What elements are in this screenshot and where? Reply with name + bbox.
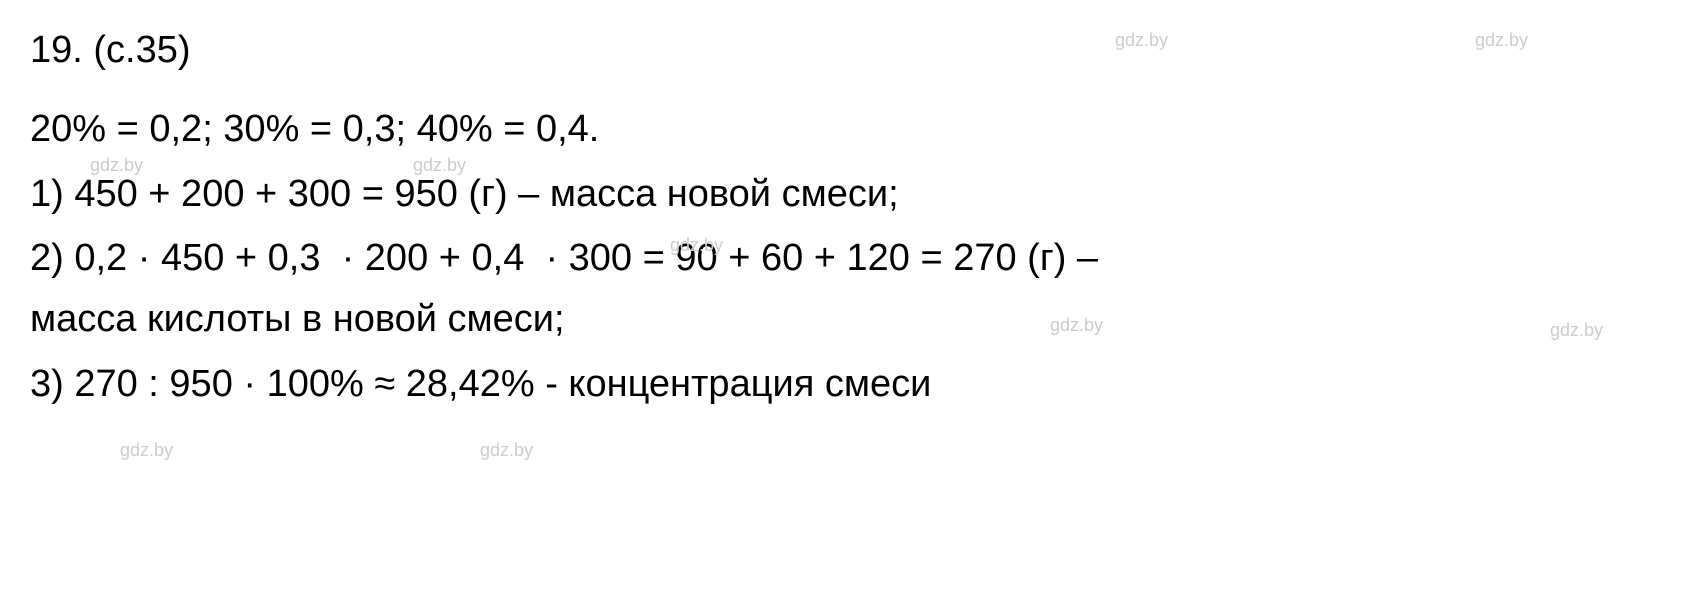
problem-number: 19. (с.35) [30, 20, 1665, 81]
step-3: 3) 270 : 950 · 100% ≈ 28,42% - концентра… [30, 354, 1665, 415]
step-1: 1) 450 + 200 + 300 = 950 (г) – масса нов… [30, 164, 1665, 225]
step-2-part1: 2) 0,2 · 450 + 0,3 · 200 + 0,4 · 300 = 9… [30, 228, 1665, 289]
percent-conversions: 20% = 0,2; 30% = 0,3; 40% = 0,4. [30, 99, 1665, 160]
step-2-part2: масса кислоты в новой смеси; [30, 289, 1665, 350]
watermark-text: gdz.by [120, 440, 173, 461]
watermark-text: gdz.by [480, 440, 533, 461]
